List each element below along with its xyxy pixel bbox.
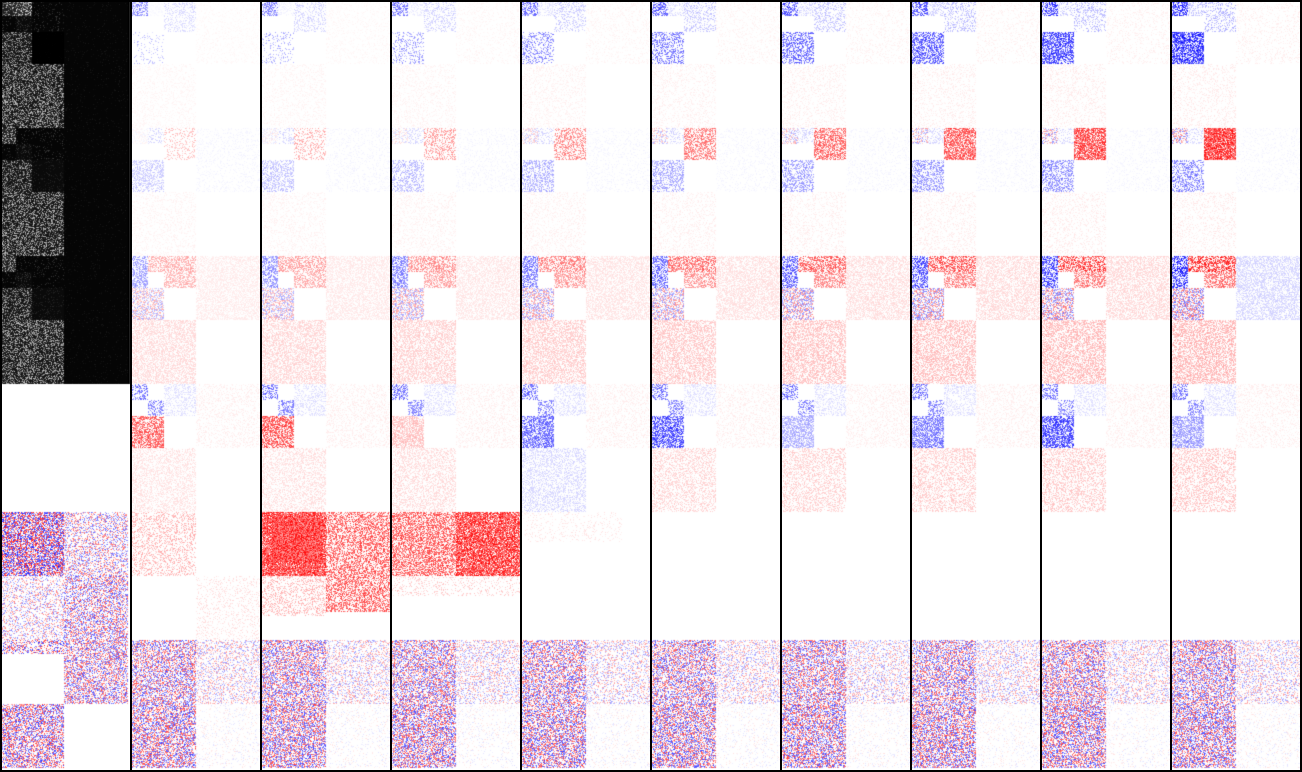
heatmap-canvas [0, 0, 1302, 772]
heatmap-grid-figure [0, 0, 1302, 772]
